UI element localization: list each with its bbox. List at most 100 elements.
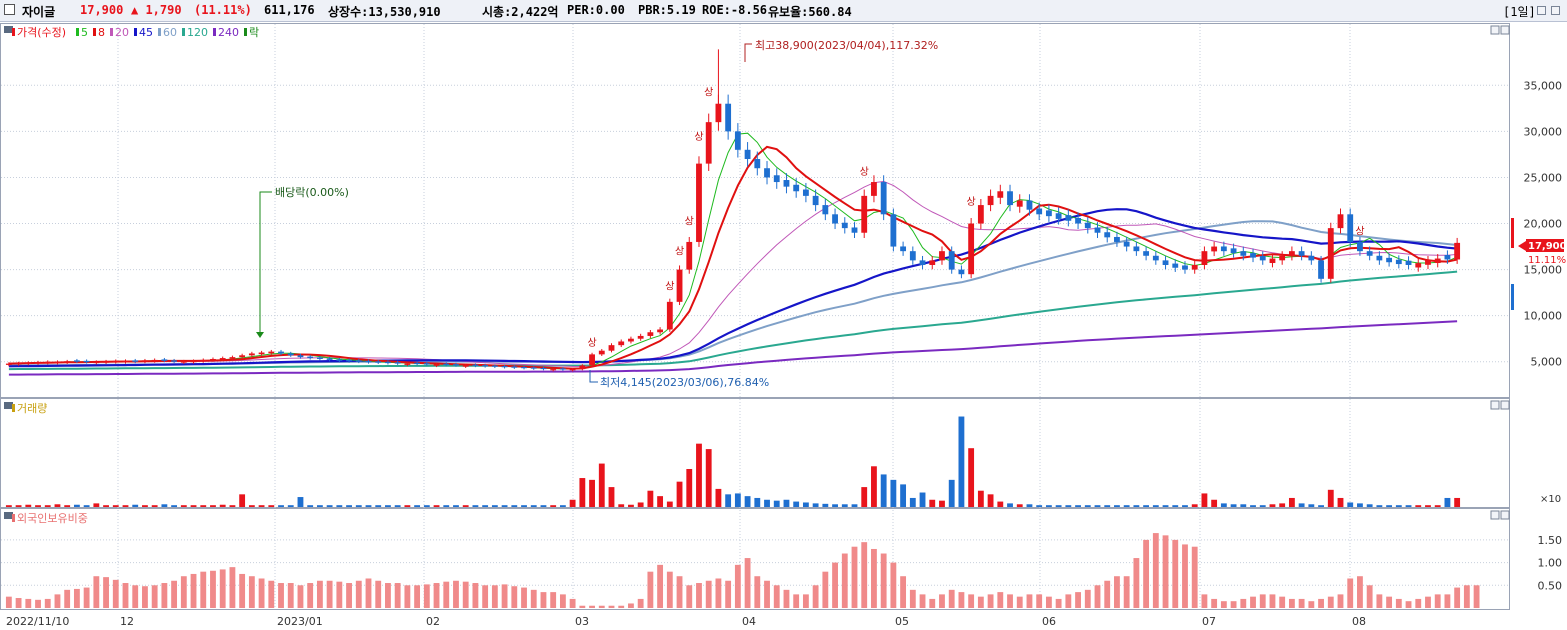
foreign-bar [268,580,275,608]
candle-body [657,329,664,333]
panel-menu-icon[interactable] [4,402,13,409]
x-tick-label: 07 [1202,615,1216,628]
candle-body [841,222,848,229]
volume-bar [433,505,440,507]
candle-body [997,191,1004,198]
foreign-bar [666,571,673,608]
volume-bar [1347,502,1354,507]
select-checkbox[interactable] [4,4,15,15]
volume-bar [880,474,887,507]
foreign-bar [608,605,615,608]
foreign-bar [287,583,294,608]
maximize-icon[interactable] [1490,510,1500,520]
high-annotation: 최고38,900(2023/04/04),117.32% [755,39,938,52]
volume-bar [336,505,343,507]
close-icon[interactable] [1500,25,1510,35]
maximize-icon[interactable] [1490,25,1500,35]
foreign-bar [657,564,664,608]
foreign-bar [161,583,168,608]
volume-bar [1269,504,1276,507]
volume-multiplier: ×10 [1540,494,1561,505]
candle-body [637,335,644,339]
candle-body [676,269,683,302]
foreign-bar [1114,576,1120,608]
foreign-bar [385,583,391,608]
candle-body [1415,263,1422,268]
candle-body [5,363,12,365]
volume-bar [1454,497,1461,507]
volume-bar [229,505,236,507]
foreign-bar [579,605,586,608]
x-tick-label: 2023/01 [277,615,323,628]
close-icon[interactable] [1500,510,1510,520]
candle-body [589,354,595,366]
price-tick-label: 15,000 [1524,264,1563,277]
foreign-bar [83,587,90,608]
foreign-bar [93,576,100,608]
foreign-bar [1230,601,1237,608]
foreign-bar [1065,594,1072,608]
panel-menu-icon[interactable] [4,512,13,519]
volume-bar [1434,505,1441,507]
foreign-bar [1143,539,1150,608]
foreign-ownership-bars [5,533,1480,608]
candle-body [1366,251,1373,256]
candle-body [1454,242,1461,260]
candle-body [326,358,333,360]
foreign-bar [482,585,489,608]
period-selector[interactable]: [1일] [1503,5,1536,19]
foreign-bar [472,583,479,608]
volume-bar [44,505,51,507]
volume-bar [958,416,965,507]
volume-bar [871,466,877,507]
price-change-pct: (11.11%) [194,3,252,17]
foreign-bar [890,562,897,608]
foreign-bar [822,571,829,608]
foreign-bar [1104,580,1111,608]
volume-bar [404,505,411,507]
high-marker-line [744,43,752,62]
foreign-bar [705,580,712,608]
current-price: 17,900 [80,3,124,17]
foreign-bar [676,576,683,608]
maximize-icon[interactable] [1490,400,1500,410]
close-icon[interactable] [1500,400,1510,410]
foreign-bar [1327,596,1334,608]
foreign-bar [715,578,722,608]
foreign-bar [929,598,936,608]
foreign-bar [977,596,984,608]
volume-bar [764,499,770,507]
candle-body [1026,200,1033,210]
candle-body [832,214,838,224]
candle-body [1172,263,1179,268]
candle-body [1308,255,1315,261]
foreign-bar [1425,596,1431,608]
candle-body [1152,255,1159,261]
candle-body [375,361,382,363]
foreign-bar [1152,533,1159,608]
close-icon[interactable] [1551,6,1560,15]
foreign-bar [1434,594,1441,608]
restore-icon[interactable] [1537,6,1546,15]
legend-item-2: 8 [98,26,105,39]
volume-bar [1026,504,1033,507]
x-tick-label: 2022/11/10 [6,615,69,628]
legend-item-6: 120 [187,26,208,39]
foreign-bar [1318,598,1324,608]
volume-bar [200,505,207,507]
volume-bar [151,505,158,507]
volume-bar [180,505,187,507]
volume-bar [1104,505,1111,507]
volume-bar [1405,505,1412,507]
volume-bar [248,505,255,507]
foreign-bar [239,573,246,608]
panel-menu-icon[interactable] [4,26,13,33]
foreign-bar [764,580,770,608]
dividend-marker-line [259,191,272,334]
x-tick-label: 08 [1352,615,1366,628]
limit-up-marker: 상 [665,280,674,292]
foreign-bar [258,578,265,608]
foreign-bar [1347,578,1354,608]
